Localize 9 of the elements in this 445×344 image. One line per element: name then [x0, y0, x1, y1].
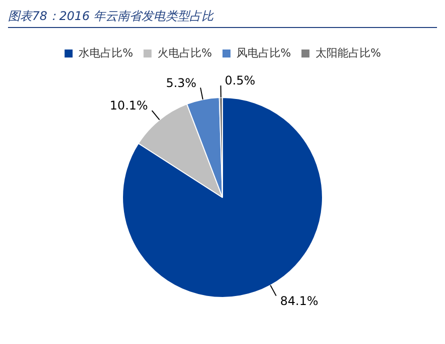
chart-title: 图表78：2016 年云南省发电类型占比: [8, 8, 437, 28]
data-label: 5.3%: [166, 76, 196, 90]
data-label: 0.5%: [224, 74, 256, 88]
legend-label: 水电占比%: [78, 46, 134, 60]
legend-label: 火电占比%: [158, 46, 212, 60]
legend-label: 太阳能占比%: [315, 46, 381, 60]
legend-label: 风电占比%: [236, 46, 291, 60]
data-label: 10.1%: [110, 98, 148, 113]
data-label: 84.1%: [280, 294, 318, 308]
